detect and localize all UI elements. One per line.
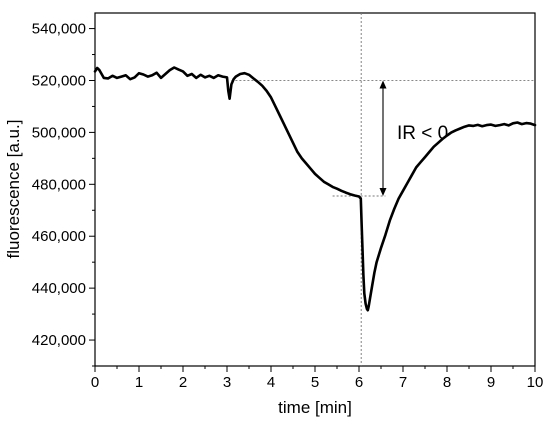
x-tick-label: 8 <box>443 374 451 391</box>
x-tick-label: 4 <box>267 374 275 391</box>
ir-arrow-head-down <box>379 187 387 196</box>
y-axis-title: fluorescence [a.u.] <box>4 120 23 259</box>
x-axis-title: time [min] <box>278 398 352 417</box>
x-tick-label: 2 <box>179 374 187 391</box>
x-tick-label: 5 <box>311 374 319 391</box>
reference-lines <box>231 13 535 366</box>
x-tick-label: 3 <box>223 374 231 391</box>
y-tick-label: 460,000 <box>32 228 86 245</box>
x-tick-label: 6 <box>355 374 363 391</box>
x-tick-label: 9 <box>487 374 495 391</box>
x-tick-label: 0 <box>91 374 99 391</box>
y-tick-label: 520,000 <box>32 72 86 89</box>
y-tick-label: 440,000 <box>32 280 86 297</box>
y-tick-label: 500,000 <box>32 124 86 141</box>
x-tick-label: 7 <box>399 374 407 391</box>
axes: 0 1 2 3 4 5 6 7 8 9 10 420,000 440,000 460,000 480,000… <box>32 12 544 391</box>
annotation-layer: IR < 0 <box>379 80 448 196</box>
ir-arrow-head-up <box>379 80 387 89</box>
series-layer <box>93 66 537 312</box>
y-tick-label: 420,000 <box>32 332 86 349</box>
fluorescence-series-line <box>93 66 537 312</box>
x-tick-label: 10 <box>527 374 544 391</box>
plot-frame <box>94 12 536 367</box>
y-tick-label: 540,000 <box>32 21 86 38</box>
y-tick-label: 480,000 <box>32 176 86 193</box>
x-tick-label: 1 <box>135 374 143 391</box>
ir-annotation-label: IR < 0 <box>397 123 448 144</box>
